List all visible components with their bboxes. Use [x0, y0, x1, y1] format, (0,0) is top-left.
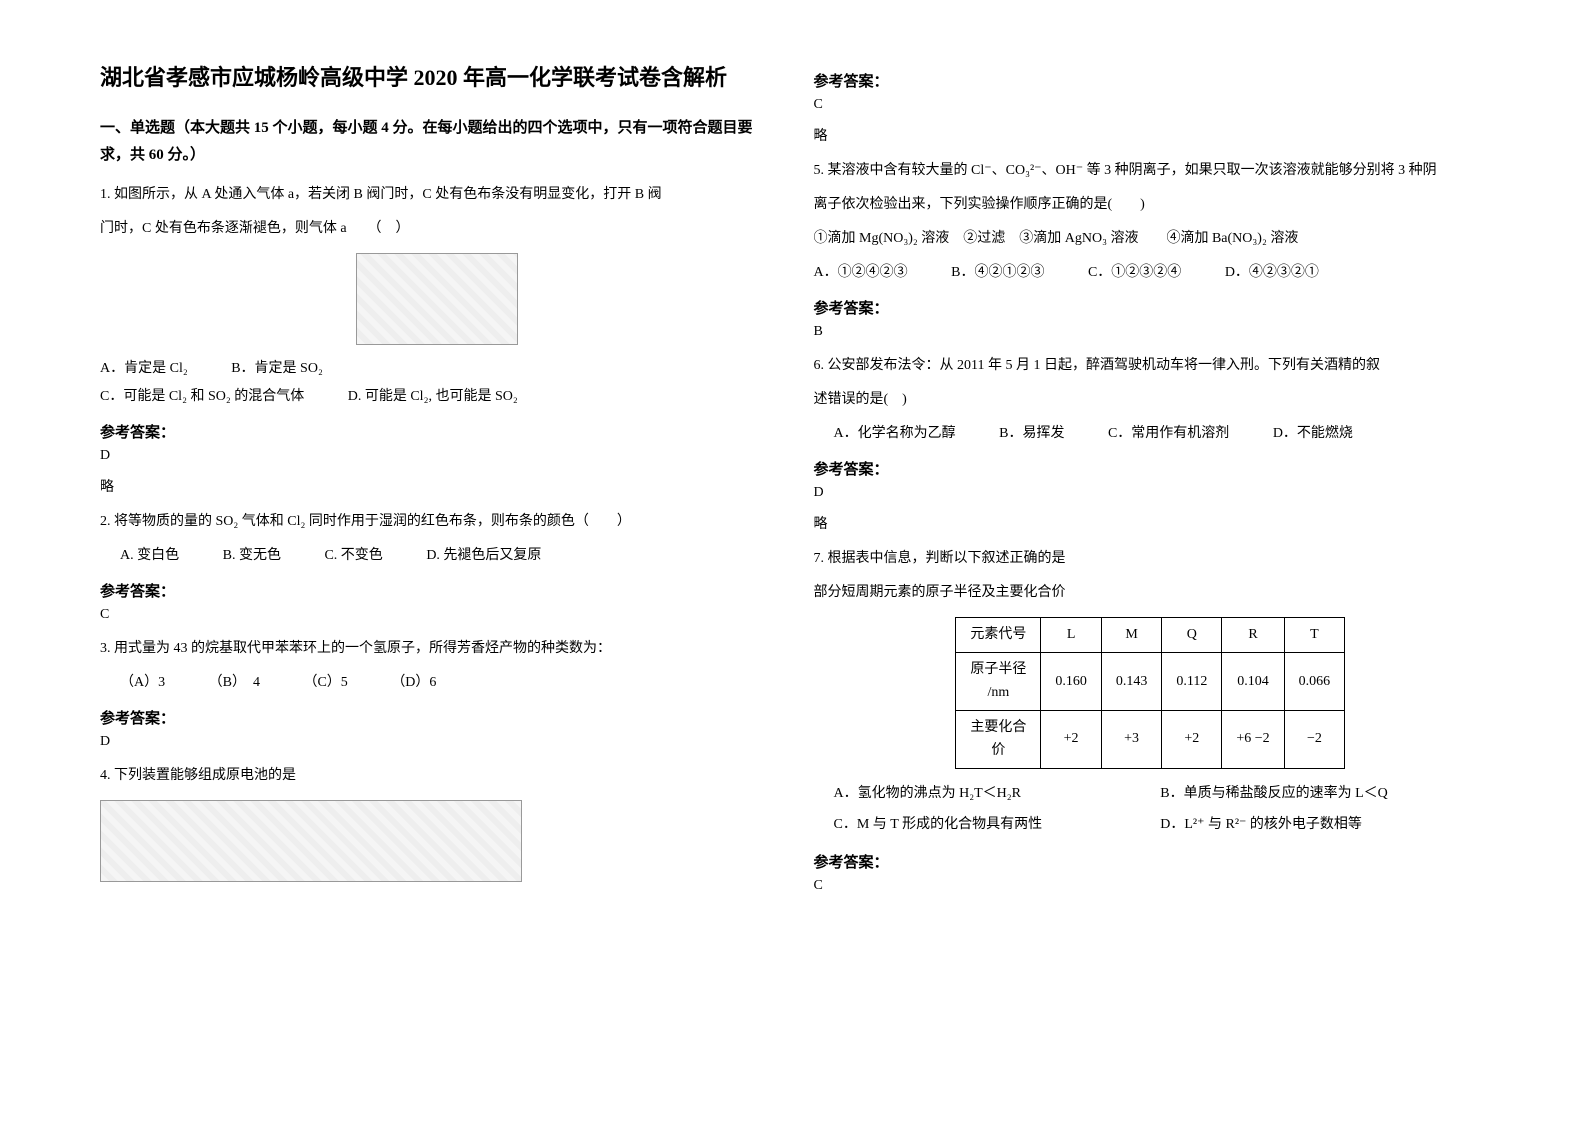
q4-stem: 4. 下列装置能够组成原电池的是 — [100, 762, 774, 790]
q1-brief: 略 — [100, 476, 774, 496]
th-Q: Q — [1162, 618, 1222, 653]
th-T: T — [1284, 618, 1345, 653]
v-M: +3 — [1101, 711, 1162, 769]
q7-opt-a: A．氢化物的沸点为 H₂T＜H₂R — [834, 779, 1161, 810]
q7-ref: 参考答案： — [814, 851, 1488, 872]
r-T: 0.066 — [1284, 653, 1345, 711]
q1-ref: 参考答案： — [100, 421, 774, 442]
q3-opt-d: （D）6 — [391, 669, 436, 697]
q5-ans: B — [814, 324, 1488, 340]
th-elem: 元素代号 — [956, 618, 1041, 653]
q6-opt-c: C．常用作有机溶剂 — [1108, 420, 1229, 448]
v-L: +2 — [1041, 711, 1102, 769]
q6-brief: 略 — [814, 513, 1488, 533]
q1-opt-b: B．肯定是 SO₂ — [231, 355, 323, 383]
q3-opt-c: （C）5 — [303, 669, 347, 697]
r-L: 0.160 — [1041, 653, 1102, 711]
q6-ans: D — [814, 485, 1488, 501]
q3-ref: 参考答案： — [100, 707, 774, 728]
q6-stem-1: 6. 公安部发布法令：从 2011 年 5 月 1 日起，醉酒驾驶机动车将一律入… — [814, 352, 1488, 380]
th-L: L — [1041, 618, 1102, 653]
q2-ref: 参考答案： — [100, 580, 774, 601]
q1-opt-c: C．可能是 Cl₂ 和 SO₂ 的混合气体 — [100, 383, 304, 411]
q4-ref: 参考答案： — [814, 70, 1488, 91]
q4-brief: 略 — [814, 125, 1488, 145]
q7-opt-c: C．M 与 T 形成的化合物具有两性 — [834, 810, 1161, 841]
r-M: 0.143 — [1101, 653, 1162, 711]
q3-opt-a: （A）3 — [120, 669, 165, 697]
q5-opt-d: D．④②③②① — [1225, 259, 1319, 287]
q2-ans: C — [100, 607, 774, 623]
q3-stem: 3. 用式量为 43 的烷基取代甲苯苯环上的一个氢原子，所得芳香烃产物的种类数为… — [100, 635, 774, 663]
q5-stem-1: 5. 某溶液中含有较大量的 Cl⁻、CO₃²⁻、OH⁻ 等 3 种阴离子，如果只… — [814, 157, 1488, 185]
q1-opt-a: A．肯定是 Cl₂ — [100, 355, 188, 383]
q5-stem-2: 离子依次检验出来，下列实验操作顺序正确的是( ) — [814, 191, 1488, 219]
th-M: M — [1101, 618, 1162, 653]
q7-table: 元素代号 L M Q R T 原子半径/nm 0.160 0.143 0.112… — [955, 617, 1345, 769]
q6-ref: 参考答案： — [814, 458, 1488, 479]
r-Q: 0.112 — [1162, 653, 1222, 711]
q7-sub: 部分短周期元素的原子半径及主要化合价 — [814, 579, 1488, 607]
r-R: 0.104 — [1222, 653, 1284, 711]
th-radius: 原子半径/nm — [956, 653, 1041, 711]
q2-opt-d: D. 先褪色后又复原 — [426, 542, 541, 570]
th-R: R — [1222, 618, 1284, 653]
q5-opt-a: A．①②④②③ — [814, 259, 908, 287]
q1-stem-2: 门时，C 处有色布条逐渐褪色，则气体 a （ ） — [100, 215, 774, 243]
q5-ref: 参考答案： — [814, 297, 1488, 318]
q2-opt-c: C. 不变色 — [324, 542, 382, 570]
q5-opt-b: B．④②①②③ — [951, 259, 1044, 287]
q6-stem-2: 述错误的是( ) — [814, 386, 1488, 414]
q1-figure — [356, 253, 518, 345]
q6-opt-b: B．易挥发 — [999, 420, 1064, 448]
q2-opt-a: A. 变白色 — [120, 542, 179, 570]
q5-opt-c: C．①②③②④ — [1088, 259, 1181, 287]
q7-opt-b: B．单质与稀盐酸反应的速率为 L＜Q — [1160, 779, 1487, 810]
q2-opt-b: B. 变无色 — [223, 542, 281, 570]
v-Q: +2 — [1162, 711, 1222, 769]
v-R: +6 −2 — [1222, 711, 1284, 769]
q6-opt-d: D．不能燃烧 — [1273, 420, 1353, 448]
q7-stem: 7. 根据表中信息，判断以下叙述正确的是 — [814, 545, 1488, 573]
q1-ans: D — [100, 448, 774, 464]
q3-ans: D — [100, 734, 774, 750]
q4-ans: C — [814, 97, 1488, 113]
q1-opt-d: D. 可能是 Cl₂, 也可能是 SO₂ — [348, 383, 518, 411]
th-valence: 主要化合价 — [956, 711, 1041, 769]
section-1-head: 一、单选题（本大题共 15 个小题，每小题 4 分。在每小题给出的四个选项中，只… — [100, 115, 774, 169]
q1-stem-1: 1. 如图所示，从 A 处通入气体 a，若关闭 B 阀门时，C 处有色布条没有明… — [100, 181, 774, 209]
q4-figure — [100, 800, 522, 882]
q7-ans: C — [814, 878, 1488, 894]
q3-opt-b: （B） 4 — [209, 669, 260, 697]
q6-opt-a: A．化学名称为乙醇 — [834, 420, 956, 448]
v-T: −2 — [1284, 711, 1345, 769]
q5-line: ①滴加 Mg(NO₃)₂ 溶液 ②过滤 ③滴加 AgNO₃ 溶液 ④滴加 Ba(… — [814, 225, 1488, 253]
q2-stem: 2. 将等物质的量的 SO₂ 气体和 Cl₂ 同时作用于湿润的红色布条，则布条的… — [100, 508, 774, 536]
q7-opt-d: D．L²⁺ 与 R²⁻ 的核外电子数相等 — [1160, 810, 1487, 841]
exam-title: 湖北省孝感市应城杨岭高级中学 2020 年高一化学联考试卷含解析 — [100, 60, 774, 95]
